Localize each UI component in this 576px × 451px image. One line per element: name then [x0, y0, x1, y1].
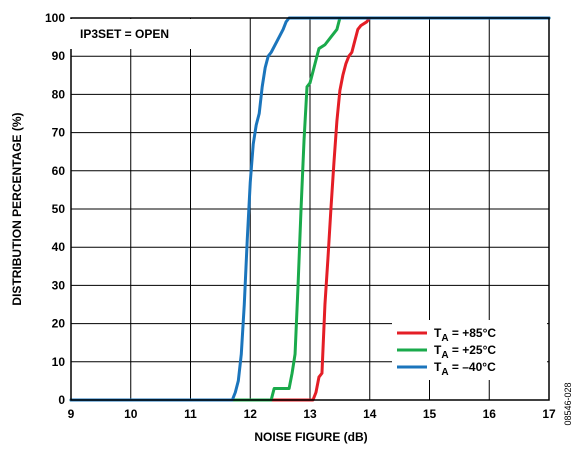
y-tick-label: 40 [52, 240, 66, 254]
annotation-box: IP3SET = OPEN [70, 19, 228, 49]
x-axis-ticks: 9 10 11 12 13 14 15 16 17 [68, 407, 556, 421]
y-tick-label: 100 [45, 11, 65, 25]
legend-label-2: TA = –40°C [434, 360, 496, 378]
series-lines [69, 16, 551, 402]
y-tick-label: 0 [58, 393, 65, 407]
y-tick-label: 20 [52, 317, 66, 331]
x-tick-label: 13 [303, 407, 317, 421]
x-tick-label: 12 [244, 407, 258, 421]
plot-frame [70, 17, 550, 401]
grid [71, 18, 549, 400]
x-tick-label: 10 [124, 407, 138, 421]
legend-label-1: TA = +25°C [434, 343, 496, 361]
x-tick-label: 14 [363, 407, 377, 421]
x-tick-label: 16 [483, 407, 497, 421]
y-tick-label: 90 [52, 49, 66, 63]
y-tick-label: 60 [52, 164, 66, 178]
annotation-text: IP3SET = OPEN [80, 27, 169, 41]
legend: TA = +85°CTA = +25°CTA = –40°C [392, 320, 547, 380]
figure-code: 08546-028 [563, 382, 573, 425]
y-tick-label: 10 [52, 355, 66, 369]
x-tick-label: 15 [423, 407, 437, 421]
x-axis-label: NOISE FIGURE (dB) [254, 430, 367, 444]
y-axis-ticks: 0 10 20 30 40 50 60 70 80 90 100 [45, 11, 65, 407]
legend-label-0: TA = +85°C [434, 326, 496, 344]
y-tick-label: 80 [52, 87, 66, 101]
x-tick-label: 11 [184, 407, 197, 421]
series-line-1 [69, 16, 551, 402]
y-axis-label: DISTRIBUTION PERCENTAGE (%) [10, 112, 24, 305]
x-tick-label: 9 [68, 407, 75, 421]
series-line-2 [69, 16, 551, 402]
x-tick-label: 17 [542, 407, 556, 421]
y-tick-label: 30 [52, 278, 66, 292]
series-line-0 [69, 16, 551, 402]
y-tick-label: 50 [52, 202, 66, 216]
y-tick-label: 70 [52, 126, 66, 140]
